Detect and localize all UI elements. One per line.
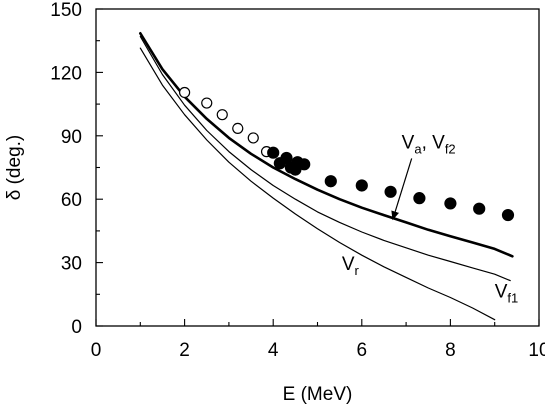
data-point-filled_points bbox=[355, 179, 368, 192]
data-point-filled_points bbox=[324, 175, 337, 188]
plot-frame bbox=[95, 8, 540, 327]
data-point-filled_points bbox=[384, 185, 397, 198]
data-point-filled_points bbox=[473, 202, 486, 215]
annotation-ann_va: Va, Vf2 bbox=[402, 132, 456, 156]
data-point-filled_points bbox=[298, 158, 311, 171]
data-point-filled_points bbox=[413, 192, 426, 205]
x-tick-label: 8 bbox=[445, 340, 456, 361]
x-axis-label: E (MeV) bbox=[283, 384, 353, 405]
x-tick-label: 10 bbox=[528, 340, 545, 361]
annotation-arrow bbox=[391, 158, 413, 221]
y-tick-label: 30 bbox=[61, 254, 82, 275]
y-tick-label: 90 bbox=[61, 127, 82, 148]
data-point-open_points bbox=[216, 109, 228, 121]
x-tick-label: 4 bbox=[268, 340, 279, 361]
x-tick-label: 2 bbox=[179, 340, 190, 361]
annotation-ann_vf1: Vf1 bbox=[495, 281, 519, 305]
y-tick-label: 60 bbox=[61, 190, 82, 211]
x-tick-label: 0 bbox=[91, 340, 102, 361]
data-point-open_points bbox=[201, 97, 213, 109]
data-point-open_points bbox=[247, 132, 259, 144]
series-line-vr bbox=[139, 47, 496, 321]
data-point-filled_points bbox=[501, 208, 515, 222]
data-point-open_points bbox=[179, 86, 191, 99]
y-axis-label: δ (deg.) bbox=[4, 135, 25, 201]
series bbox=[139, 31, 515, 321]
series-line-va_vf2 bbox=[139, 31, 514, 258]
y-tick-label: 150 bbox=[50, 0, 82, 21]
y-tick-label: 0 bbox=[71, 317, 82, 338]
annotation-ann_vr: Vr bbox=[342, 254, 360, 278]
data-point-filled_points bbox=[444, 197, 457, 210]
annotations: Va, Vf2 Vr Vf1 bbox=[342, 132, 518, 305]
y-tick-label: 120 bbox=[50, 63, 82, 84]
data-point-open_points bbox=[232, 122, 244, 135]
series-line-vf1 bbox=[139, 35, 511, 282]
x-tick-label: 6 bbox=[357, 340, 368, 361]
tick-labels: 0 2 4 6 8 10 0 30 60 90 120 150 bbox=[50, 0, 545, 361]
data-point-filled_points bbox=[267, 146, 280, 159]
axes bbox=[95, 8, 540, 327]
